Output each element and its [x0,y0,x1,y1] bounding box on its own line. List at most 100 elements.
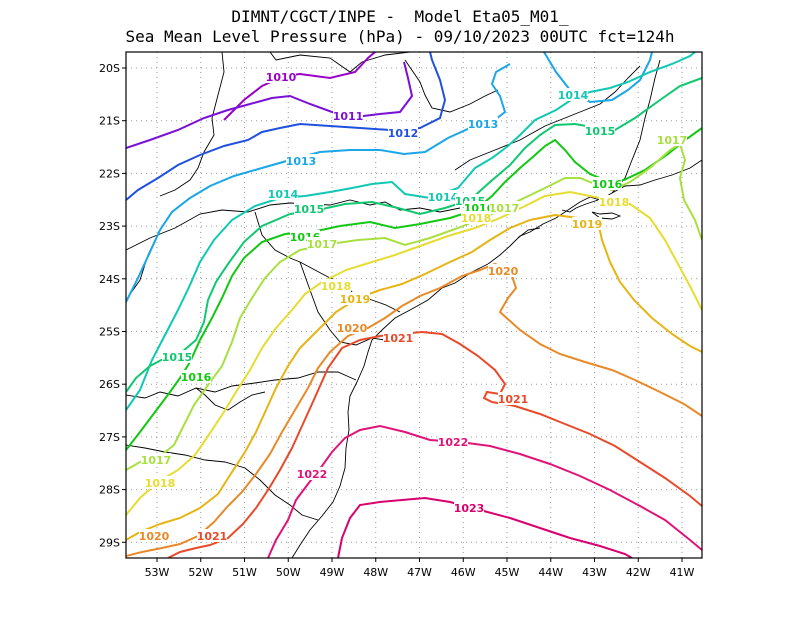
isobar-1022 [267,424,702,558]
isobar-label-bg [297,467,327,480]
isobar-label: 1014 [428,191,459,204]
state-border [404,59,499,113]
inland-water [517,199,599,239]
isobar-label-bg [286,154,316,167]
isobar-label: 1017 [141,454,172,467]
isobar-label: 1017 [307,238,338,251]
isobar-label-bg [498,392,528,405]
lat-tick-label: 23S [99,220,120,233]
state-border [126,371,357,399]
isobar-label: 1019 [340,293,371,306]
isobar-label: 1018 [461,212,492,225]
isobar-label-bg [162,350,192,363]
isobar-label: 1013 [468,118,499,131]
isobar-label: 1013 [286,155,317,168]
isobar-label: 1023 [454,502,485,515]
lat-tick-label: 25S [99,326,120,339]
isobar-1018 [126,190,702,516]
isobar-label: 1016 [592,178,623,191]
lat-tick-label: 24S [99,273,120,286]
isobar-label: 1015 [294,203,325,216]
isobar-label-bg [464,201,494,214]
state-border [611,59,661,194]
lat-tick-label: 21S [99,115,120,128]
isobar-labels: 1010 1011 1012 1013 1013 1014 1014 1014 1015 1015… [139,70,688,543]
isobar-label-bg [181,370,211,383]
lon-tick-label: 48W [363,566,388,579]
lat-tick-label: 27S [99,431,120,444]
isobar-label-bg [337,321,367,334]
state-border [126,444,319,521]
isobar-label-bg [139,529,169,542]
lon-tick-label: 46W [451,566,476,579]
axis-ticks: 53W 52W 51W 50W 49W 48W 47W 46W 45W 44W 43W 42W 41W 2… [99,62,695,579]
isobar-label: 1018 [321,280,352,293]
isobar-1020 [126,262,702,557]
isobar-label-bg [333,109,363,122]
isobar-label: 1016 [181,371,212,384]
isobar-label-bg [592,177,622,190]
state-border [159,52,225,197]
lon-tick-label: 50W [276,566,301,579]
isobar-label-bg [585,124,615,137]
isobar-label: 1020 [488,265,519,278]
isobar-label-bg [558,88,588,101]
isobar-label-bg [321,279,351,292]
lon-tick-label: 49W [320,566,345,579]
isobar-label-bg [454,501,484,514]
isobar-1017 [126,142,702,471]
isobar-label: 1010 [266,71,297,84]
isobar-label: 1022 [297,468,328,481]
isobar-label: 1015 [585,125,616,138]
lat-tick-label: 26S [99,378,120,391]
isobar-label: 1012 [388,127,419,140]
isobar-1013 [126,63,511,303]
lon-tick-label: 41W [670,566,695,579]
plot-frame [125,51,703,559]
state-border [299,261,386,346]
isobar-label-bg [489,201,519,214]
lon-tick-label: 42W [626,566,651,579]
isobar-1019 [126,213,702,541]
lat-tick-label: 22S [99,167,120,180]
isobar-label: 1017 [657,134,688,147]
isobar-label-bg [572,217,602,230]
isobar-label: 1021 [498,393,529,406]
isobar-label-bg [340,292,370,305]
lat-tick-label: 20S [99,62,120,75]
lat-tick-label: 29S [99,536,120,549]
state-border [269,52,411,73]
isobar-label-bg [266,70,296,83]
lon-tick-label: 51W [232,566,257,579]
isobar-label-bg [488,264,518,277]
isobar-1011 [126,61,414,149]
isobar-1014 [126,52,696,411]
isobar-1021 [167,330,702,558]
isobar-label-bg [388,126,418,139]
chart-title-line-2: Sea Mean Level Pressure (hPa) - 09/10/20… [125,27,675,46]
isobar-label: 1018 [145,477,176,490]
isobar-label-bg [268,187,298,200]
isobar-label-bg [428,190,458,203]
isobar-1010 [223,52,376,121]
isobar-1016 [126,127,702,451]
lat-lon-grid [126,52,702,558]
isobar-label: 1022 [438,436,469,449]
isobar-label: 1018 [599,196,630,209]
lon-tick-label: 53W [145,566,170,579]
isobar-label-bg [599,195,629,208]
lon-tick-label: 45W [495,566,520,579]
isobar-label: 1021 [197,530,228,543]
state-border [254,211,401,313]
lat-tick-label: 28S [99,484,120,497]
lon-tick-label: 47W [407,566,432,579]
isobar-label-bg [294,202,324,215]
isobar-1013b [543,52,653,104]
isobar-1012 [126,52,447,201]
isobar-label: 1021 [383,332,414,345]
isobar-label: 1015 [162,351,193,364]
isobar-label-bg [141,453,171,466]
isobar-label-bg [657,133,687,146]
isobar-label: 1020 [139,530,170,543]
lon-tick-label: 43W [582,566,607,579]
